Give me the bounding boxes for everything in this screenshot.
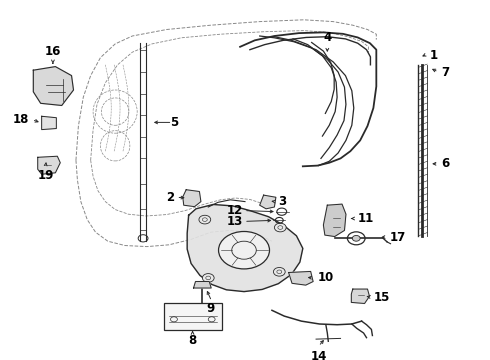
- Circle shape: [273, 267, 285, 276]
- Polygon shape: [183, 190, 201, 207]
- Circle shape: [219, 231, 270, 269]
- Text: 13: 13: [226, 215, 243, 228]
- Text: 15: 15: [373, 291, 390, 304]
- Text: 16: 16: [45, 45, 61, 58]
- Text: 11: 11: [358, 212, 374, 225]
- Polygon shape: [187, 204, 303, 292]
- Text: 12: 12: [226, 204, 243, 217]
- Text: 8: 8: [189, 334, 196, 347]
- Text: 3: 3: [278, 195, 286, 208]
- Text: 17: 17: [390, 231, 406, 244]
- Polygon shape: [38, 156, 60, 174]
- Circle shape: [202, 274, 214, 282]
- Text: 9: 9: [207, 302, 215, 315]
- Polygon shape: [260, 195, 276, 209]
- Text: 10: 10: [318, 271, 334, 284]
- Circle shape: [352, 235, 360, 241]
- Text: 7: 7: [441, 66, 449, 79]
- Circle shape: [199, 215, 211, 224]
- Circle shape: [274, 223, 286, 232]
- Polygon shape: [33, 67, 74, 105]
- Text: 19: 19: [37, 169, 54, 182]
- Polygon shape: [323, 204, 346, 237]
- Text: 6: 6: [441, 157, 449, 170]
- Text: 2: 2: [166, 191, 174, 204]
- Polygon shape: [194, 282, 211, 288]
- Polygon shape: [351, 289, 369, 303]
- Polygon shape: [289, 271, 313, 285]
- Text: 18: 18: [13, 113, 29, 126]
- Text: 5: 5: [171, 116, 179, 129]
- Polygon shape: [42, 116, 56, 130]
- Text: 14: 14: [310, 350, 327, 360]
- Text: 1: 1: [430, 49, 438, 62]
- Bar: [164, 303, 222, 330]
- Text: 4: 4: [323, 31, 331, 44]
